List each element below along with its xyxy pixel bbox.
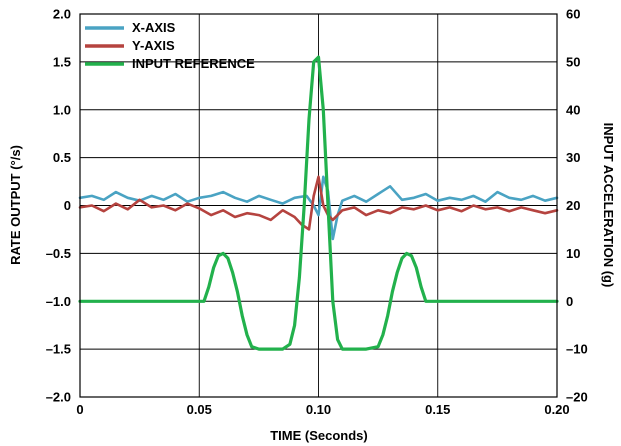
y-left-tick-label: 0 [64, 198, 71, 213]
series-line-x-axis [78, 175, 559, 241]
x-tick-label: 0.15 [425, 402, 450, 417]
y-left-tick-label: 1.5 [53, 54, 71, 69]
series-line-y-axis [78, 175, 559, 231]
y-left-tick-label: –1.0 [46, 294, 71, 309]
series-layer [78, 55, 559, 351]
y-right-tick-label: 40 [566, 102, 580, 117]
x-tick-label: 0 [76, 402, 83, 417]
x-tick-label: 0.05 [187, 402, 212, 417]
y-axis-left-label: RATE OUTPUT (°/s) [8, 145, 23, 265]
y-left-tick-label: –2.0 [46, 390, 71, 405]
y-right-tick-label: 50 [566, 54, 580, 69]
plot-frame [79, 13, 558, 398]
x-tick-label: 0.20 [544, 402, 569, 417]
y-axis-right-label: INPUT ACCELERATION (g) [601, 123, 616, 288]
y-right-tick-label: 30 [566, 150, 580, 165]
y-right-tick-label: –10 [566, 342, 588, 357]
y-right-tick-label: –20 [566, 390, 588, 405]
legend-label: Y-AXIS [132, 38, 175, 53]
legend-label: INPUT REFERENCE [132, 56, 255, 71]
legend-label: X-AXIS [132, 20, 176, 35]
y-right-tick-label: 60 [566, 7, 580, 22]
x-tick-label: 0.10 [306, 402, 331, 417]
y-left-tick-label: 2.0 [53, 7, 71, 22]
x-axis-label: TIME (Seconds) [270, 428, 368, 443]
tick-labels: 0 0.05 0.10 0.15 0.20 2.0 1.5 1.0 0.5 0 –0.5 –1.0 –1… [46, 7, 588, 418]
y-left-tick-label: –0.5 [46, 246, 71, 261]
y-left-tick-label: 0.5 [53, 150, 71, 165]
y-right-tick-label: 10 [566, 246, 580, 261]
y-right-tick-label: 0 [566, 294, 573, 309]
legend: X-AXIS Y-AXIS INPUT REFERENCE [85, 20, 255, 71]
series-line-input-reference [78, 55, 559, 351]
y-right-tick-label: 20 [566, 198, 580, 213]
y-left-tick-label: –1.5 [46, 342, 71, 357]
y-left-tick-label: 1.0 [53, 102, 71, 117]
